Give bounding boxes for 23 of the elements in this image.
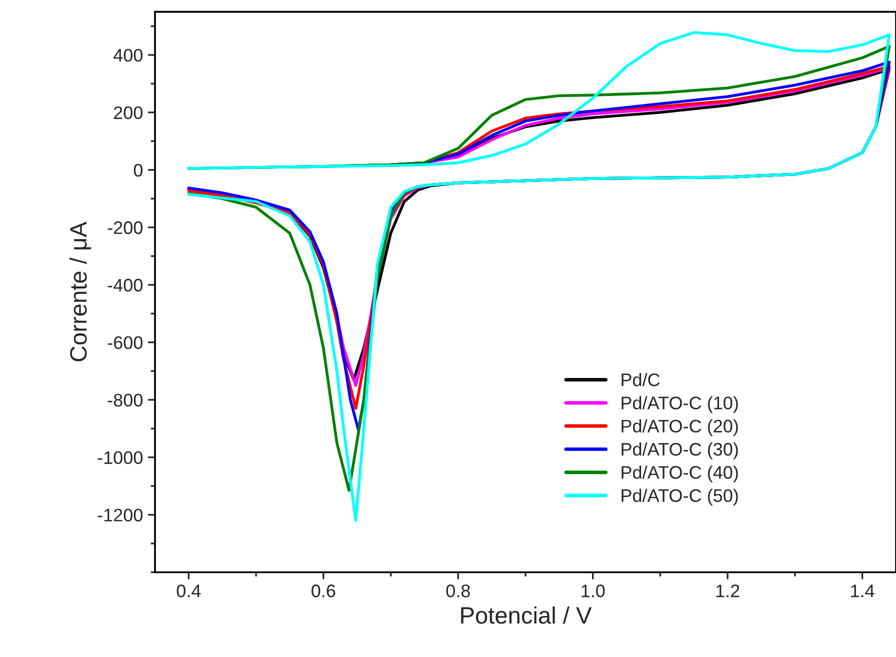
legend-label: Pd/ATO-C (10) xyxy=(622,396,738,413)
y-tick-label: -200 xyxy=(108,221,142,234)
x-tick-label: 1.4 xyxy=(851,584,874,598)
legend-label: Pd/ATO-C (40) xyxy=(622,466,738,482)
legend-label: Pd/ATO-C (20) xyxy=(622,419,738,436)
y-tick-label: -600 xyxy=(108,336,142,350)
x-tick-label: 0.8 xyxy=(446,584,470,598)
x-tick-label: 1.0 xyxy=(582,584,605,598)
y-tick-label: -800 xyxy=(108,394,142,407)
legend-label: Pd/C xyxy=(622,372,660,386)
y-tick-label: 400 xyxy=(113,48,142,62)
x-tick-label: 0.6 xyxy=(312,584,336,598)
y-tick-label: -400 xyxy=(108,278,142,292)
y-axis-title: Corrente / μA xyxy=(69,222,92,362)
x-tick-label: 1.2 xyxy=(716,584,740,598)
x-axis-title: Potencial / V xyxy=(461,606,592,624)
y-tick-label: 0 xyxy=(134,164,142,177)
y-tick-label: -1200 xyxy=(98,508,142,522)
legend-label: Pd/ATO-C (50) xyxy=(622,488,738,506)
x-tick-label: 0.4 xyxy=(176,584,201,598)
y-tick-label: 200 xyxy=(114,106,142,120)
y-tick-label: -1000 xyxy=(98,451,142,464)
legend-label: Pd/ATO-C (30) xyxy=(622,442,738,460)
